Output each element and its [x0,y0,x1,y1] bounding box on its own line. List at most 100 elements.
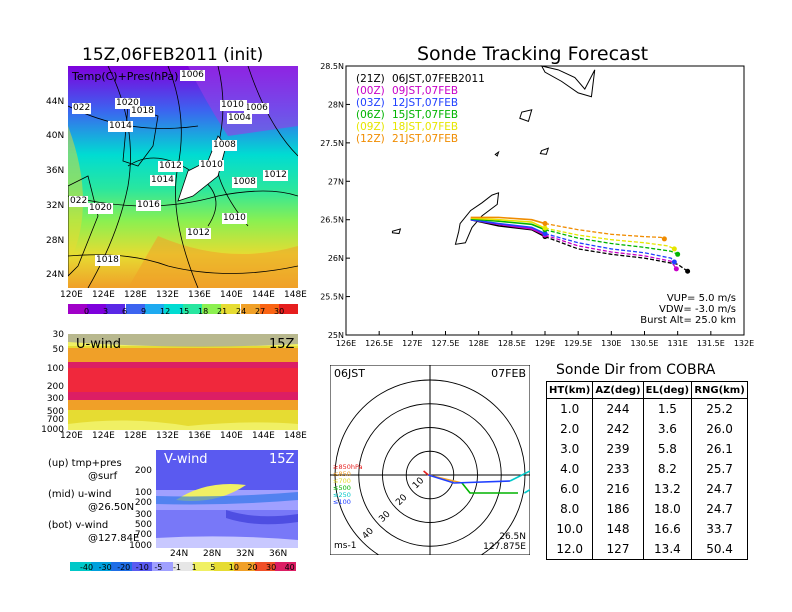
table-cell: 186 [592,499,644,519]
lon-tick: 148E [284,290,307,300]
run-parameter: VUP= 5.0 m/s [667,293,736,304]
wind-colorbar-label: -5 [154,563,163,572]
temp-colorbar-label: 18 [198,307,209,316]
level-tick: 50 [52,345,64,355]
level-tick: 500 [46,407,64,417]
table-header-cell: AZ(deg) [592,381,644,399]
note-text: @127.84E [88,533,140,544]
x-tick-label: 129E [535,339,555,348]
table-cell: 18.0 [642,499,693,519]
pressure-label: 1020 [115,98,140,109]
burst-point [542,231,548,237]
x-tick-label: 127E [402,339,422,348]
polar-time-right: 07FEB [491,367,526,380]
pressure-legend-entry: ≤850 [333,470,351,478]
lon-tick: 128E [124,290,147,300]
lon-tick: 120E [60,290,83,300]
level-tick: 700 [46,415,64,425]
wind-colorbar-swatch [131,562,153,571]
temp-colorbar-label: 9 [141,307,147,316]
track-descent-line [544,229,678,255]
y-tick-label: 27.5N [320,139,344,148]
level-tick: 200 [134,498,152,508]
legend-tag: (12Z) [356,133,385,145]
landing-point [661,236,667,242]
table-header-cell: RNG(km) [691,381,748,399]
pressure-label: 022 [72,103,92,114]
wind-colorbar-label: 5 [210,563,216,572]
lat-tick: 24N [46,270,65,280]
pressure-label: 1010 [222,213,247,224]
polar-time-left: 06JST [334,367,365,380]
wind-colorbar-swatch [234,562,255,571]
note-text: (mid) u-wind [48,489,112,500]
polar-lat: 26.5N [499,532,526,542]
lon-tick: 136E [188,290,211,300]
burst-point [542,221,548,227]
x-tick-label: 131.5E [697,339,725,348]
pressure-label: 022 [69,196,89,207]
x-tick-label: 132E [734,339,754,348]
island-outline [494,150,500,157]
temp-colorbar-swatch [106,304,126,314]
lon-tick: 124E [92,431,115,441]
left-panel-title: 15Z,06FEB2011 (init) [82,45,264,65]
note-text: (up) tmp+pres [48,458,122,469]
island-outline [454,192,500,245]
temp-colorbar-label: 3 [103,307,109,316]
temp-colorbar-swatch [87,304,107,314]
hodograph-segment [461,482,518,494]
pressure-label: 1014 [150,175,175,186]
track-descent-line [544,236,688,272]
temp-colorbar-swatch [144,304,164,314]
y-tick-label: 28.5N [320,62,344,71]
wind-colorbar-label: 30 [266,563,277,572]
table-cell: 127 [592,539,644,560]
table-cell: 148 [592,519,644,539]
lat-tick: 40N [46,131,65,141]
legend-time: 12JST,07FEB [392,97,458,109]
v-wind-cross-section [156,450,298,548]
u-wind-cross-section [68,334,298,430]
level-tick: 300 [46,394,64,404]
temp-colorbar-label: 24 [236,307,247,316]
temp-colorbar-swatch [183,304,203,314]
pressure-label: 1020 [88,203,113,214]
y-tick-label: 25N [328,331,344,340]
table-row: 2.0 242 3.6 26.0 [545,419,748,439]
v-wind-title: V-wind [164,452,208,467]
table-row: 1.0 244 1.5 25.2 [545,398,748,419]
lat-tick: 44N [46,97,65,107]
pressure-label: 1014 [108,121,133,132]
lon-tick: 128E [124,431,147,441]
table-cell: 6.0 [545,479,594,499]
v-wind-time: 15Z [269,452,295,467]
pressure-label: 1012 [263,170,288,181]
temp-colorbar-swatch [163,304,183,314]
level-tick: 500 [134,520,152,530]
lon-tick: 144E [252,431,275,441]
temp-colorbar-swatch [278,304,298,314]
sonde-tracking-chart: 126E 126.5E 127E 127.5E 128E 128.5E 129E 129.5E… [320,62,754,348]
y-tick-label: 25.5N [320,293,344,302]
wind-colorbar-swatch [172,562,194,571]
table-cell: 233 [592,459,644,479]
x-tick-label: 129.5E [564,339,592,348]
wind-colorbar-label: 10 [228,563,239,572]
pressure-label: 1010 [220,100,245,111]
y-tick-label: 26N [328,254,344,263]
x-tick-label: 131E [668,339,688,348]
track-descent-line [544,222,665,240]
track-descent-line [544,234,677,270]
temp-colorbar-label: 30 [274,307,285,316]
wind-colorbar-label: -20 [117,563,131,572]
chart-title: Sonde Tracking Forecast [417,43,649,65]
table-cell: 8.2 [642,459,693,479]
pressure-legend-entry: ≤500 [333,484,351,492]
legend-tag: (21Z) [356,73,385,85]
ring-label: 10 [411,476,426,491]
wind-colorbar-swatch [254,562,276,571]
temp-colorbar-label: 6 [122,307,128,316]
table-header-cell: HT(km) [545,381,594,399]
